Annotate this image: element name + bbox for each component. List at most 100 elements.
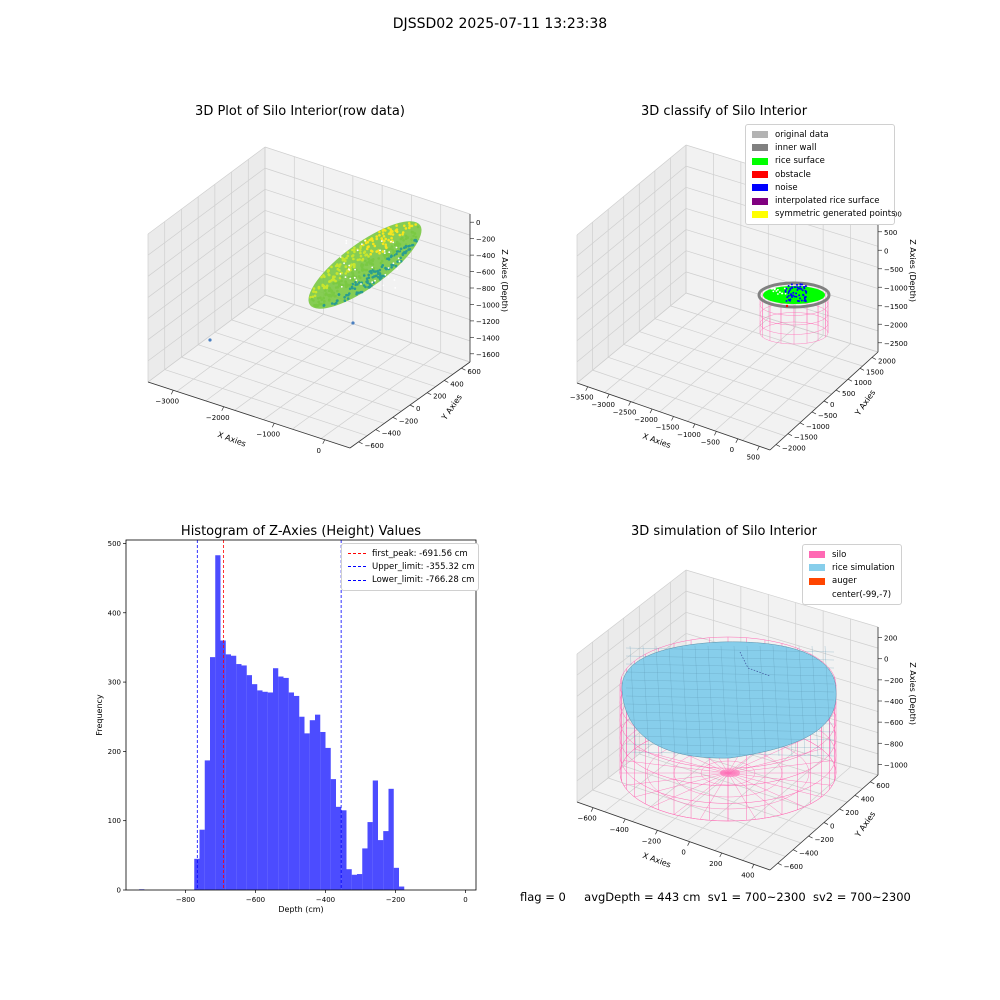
data-point xyxy=(406,236,410,239)
data-point-gap xyxy=(387,276,390,278)
noise-point xyxy=(803,297,806,300)
outlier-point xyxy=(208,338,212,342)
data-point-gap xyxy=(392,262,395,265)
legend-swatch xyxy=(752,157,768,165)
data-point xyxy=(368,286,371,289)
data-point xyxy=(387,238,390,242)
data-point xyxy=(365,277,369,281)
rice-mesh-line xyxy=(824,645,832,757)
data-point-gap xyxy=(340,285,343,288)
data-point xyxy=(315,303,318,307)
legend-swatch xyxy=(809,577,825,585)
data-point xyxy=(389,230,392,234)
y-tick xyxy=(375,429,380,432)
data-point xyxy=(377,257,381,260)
data-point xyxy=(316,297,320,300)
data-point xyxy=(408,226,411,230)
data-point xyxy=(317,286,321,290)
legend-label: silo xyxy=(832,549,847,560)
left-wall-pane xyxy=(148,147,265,382)
y-tick-label: 0 xyxy=(117,887,121,895)
data-point xyxy=(319,296,322,300)
data-point xyxy=(322,304,326,307)
y-tick xyxy=(859,368,865,371)
noise-point xyxy=(787,285,790,287)
data-point xyxy=(395,242,399,246)
panel1-title: 3D Plot of Silo Interior(row data) xyxy=(195,104,405,119)
y-tick xyxy=(854,795,860,798)
z-tick-label: −1400 xyxy=(476,334,500,342)
histogram-bar xyxy=(388,788,394,890)
data-point xyxy=(380,237,384,240)
histogram-bar xyxy=(372,780,378,890)
x-axis-label: X Axies xyxy=(641,432,672,451)
data-point xyxy=(345,293,348,297)
data-point-gap xyxy=(349,277,352,280)
legend-label: symmetric generated points xyxy=(775,209,896,220)
data-point xyxy=(337,280,341,284)
rice-surface xyxy=(763,286,825,304)
data-point xyxy=(360,290,364,294)
data-point xyxy=(382,253,386,257)
noise-point xyxy=(801,283,803,286)
data-point xyxy=(344,265,348,268)
y-tick xyxy=(426,392,432,396)
data-point xyxy=(368,260,371,263)
data-point xyxy=(357,271,361,274)
histogram-bar xyxy=(257,690,263,890)
data-point xyxy=(362,284,366,287)
data-point xyxy=(401,233,404,236)
x-tick xyxy=(735,438,739,443)
histogram-bar xyxy=(283,677,289,890)
x-tick xyxy=(751,864,755,869)
data-point xyxy=(364,259,367,263)
y-tick-label: −400 xyxy=(382,430,401,438)
x-tick xyxy=(590,807,594,812)
grid-line xyxy=(264,167,471,236)
grid-line xyxy=(608,356,801,423)
grid-line xyxy=(685,569,879,628)
data-point xyxy=(358,281,361,284)
histogram-bar xyxy=(204,760,210,890)
data-point xyxy=(321,284,325,288)
data-point xyxy=(364,268,367,272)
data-point xyxy=(334,264,338,268)
flag-text: flag = 0 xyxy=(520,890,566,904)
data-point xyxy=(368,270,372,273)
histogram-bar xyxy=(236,664,242,890)
panel4-title: 3D simulation of Silo Interior xyxy=(631,524,817,539)
data-point xyxy=(391,248,394,251)
data-point-gap xyxy=(364,239,366,242)
grid-line xyxy=(264,294,471,363)
rice-mesh-line xyxy=(625,711,835,717)
grid-line xyxy=(608,777,801,844)
y-tick xyxy=(823,822,829,825)
data-point xyxy=(385,246,388,249)
rice-mesh-line xyxy=(707,645,715,757)
histogram-legend: first_peak: -691.56 cm Upper_limit: -355… xyxy=(341,543,479,591)
x-tick-label: 200 xyxy=(709,860,722,868)
data-point xyxy=(332,282,335,285)
grid-line xyxy=(147,167,266,256)
sv1-text: sv1 = 700~2300 xyxy=(707,890,806,904)
x-tick xyxy=(655,830,658,835)
z-tick-label: −800 xyxy=(476,285,495,293)
data-point xyxy=(407,222,411,225)
data-point xyxy=(384,243,388,246)
rice-mesh-line xyxy=(772,645,780,757)
noise-point xyxy=(795,292,798,295)
data-point xyxy=(316,304,320,307)
data-point xyxy=(347,284,350,287)
z-tick-label: −1000 xyxy=(884,761,908,769)
noise-point xyxy=(790,294,793,297)
data-point-gap xyxy=(392,241,395,244)
data-point xyxy=(356,258,360,262)
data-point xyxy=(370,258,373,262)
grid-line xyxy=(659,742,769,832)
data-point xyxy=(372,270,376,273)
y-tick xyxy=(777,862,782,866)
data-point xyxy=(326,293,330,297)
data-point xyxy=(346,254,350,258)
noise-point xyxy=(801,289,804,292)
rice-mesh-line xyxy=(625,695,835,701)
